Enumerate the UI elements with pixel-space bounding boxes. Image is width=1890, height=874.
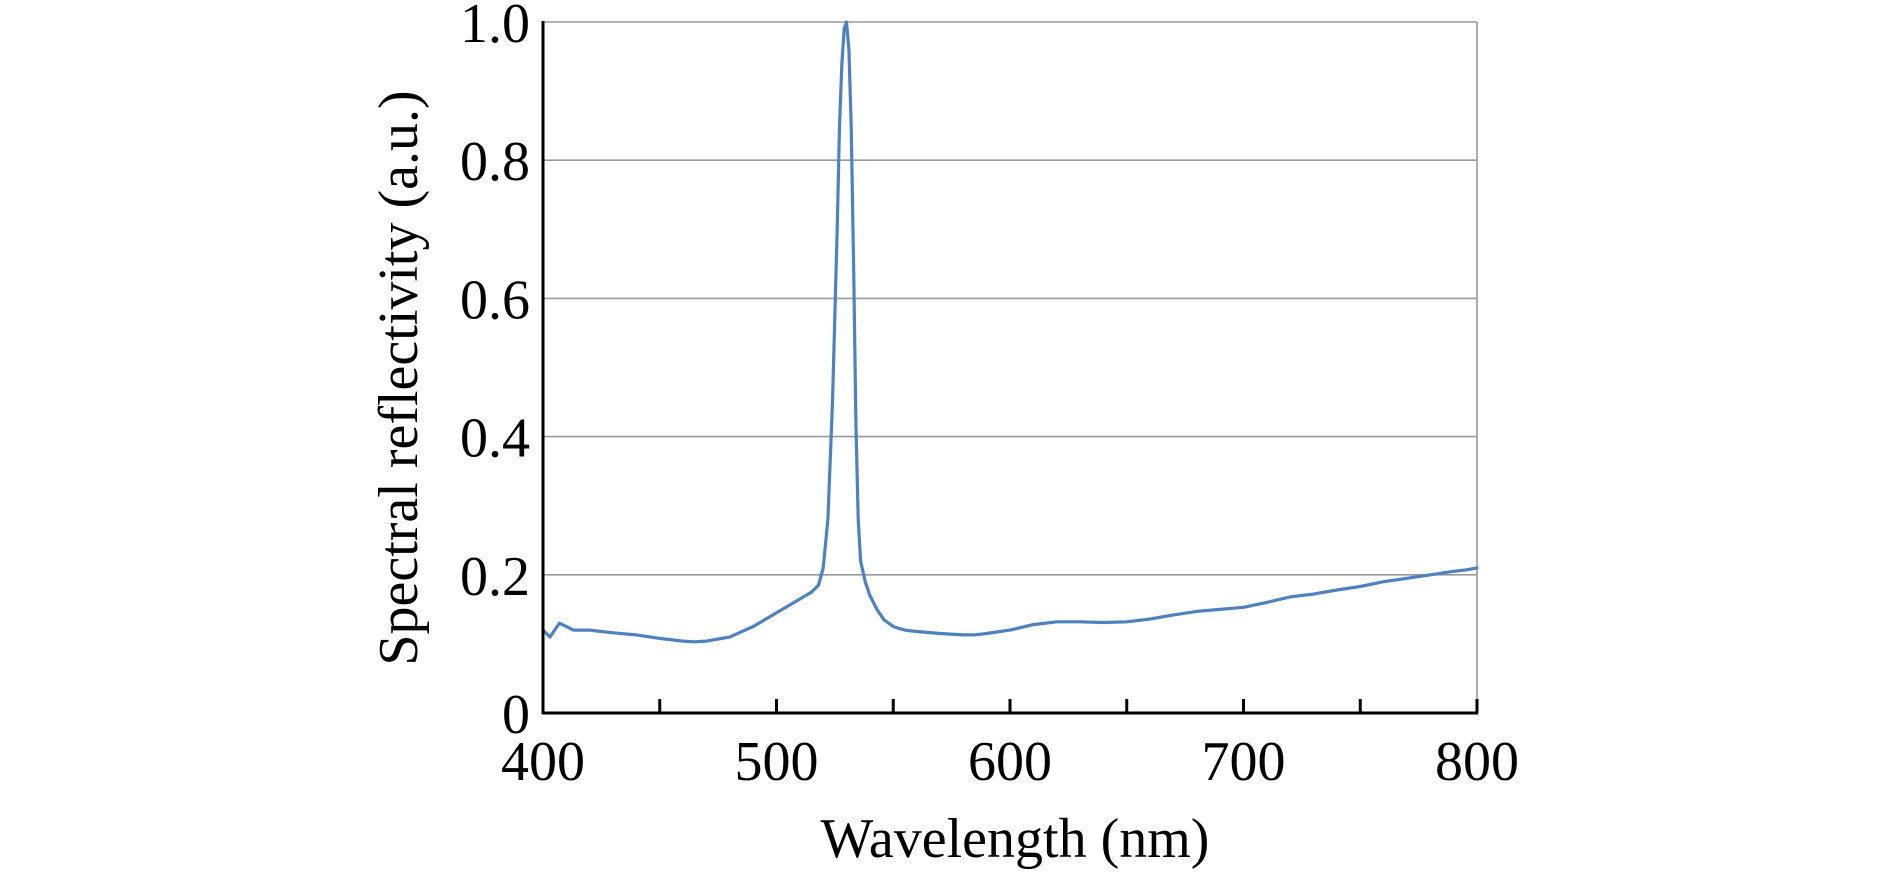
tick-labels: 400 500 600 700 800 0 0.2 0.4 0.6 0.8 1.0 [460, 0, 1519, 793]
x-tick-label: 400 [501, 731, 585, 793]
y-tick-label: 1.0 [460, 0, 530, 55]
grid-lines [543, 21, 1478, 713]
axes [541, 21, 1479, 715]
y-axis-title: Spectral reflectivity (a.u.) [368, 90, 430, 665]
y-tick-label: 0.2 [460, 546, 530, 608]
x-tick-label: 800 [1435, 731, 1519, 793]
y-tick-label: 0.6 [460, 269, 530, 331]
x-tick-label: 600 [968, 731, 1052, 793]
x-tick-label: 500 [735, 731, 819, 793]
y-tick-label: 0.4 [460, 408, 530, 470]
y-tick-label: 0 [502, 684, 530, 746]
x-axis-title: Wavelength (nm) [821, 808, 1210, 870]
series-line [541, 20, 1479, 644]
series-layer [541, 20, 1479, 644]
y-tick-label: 0.8 [460, 131, 530, 193]
x-tick-label: 700 [1202, 731, 1286, 793]
